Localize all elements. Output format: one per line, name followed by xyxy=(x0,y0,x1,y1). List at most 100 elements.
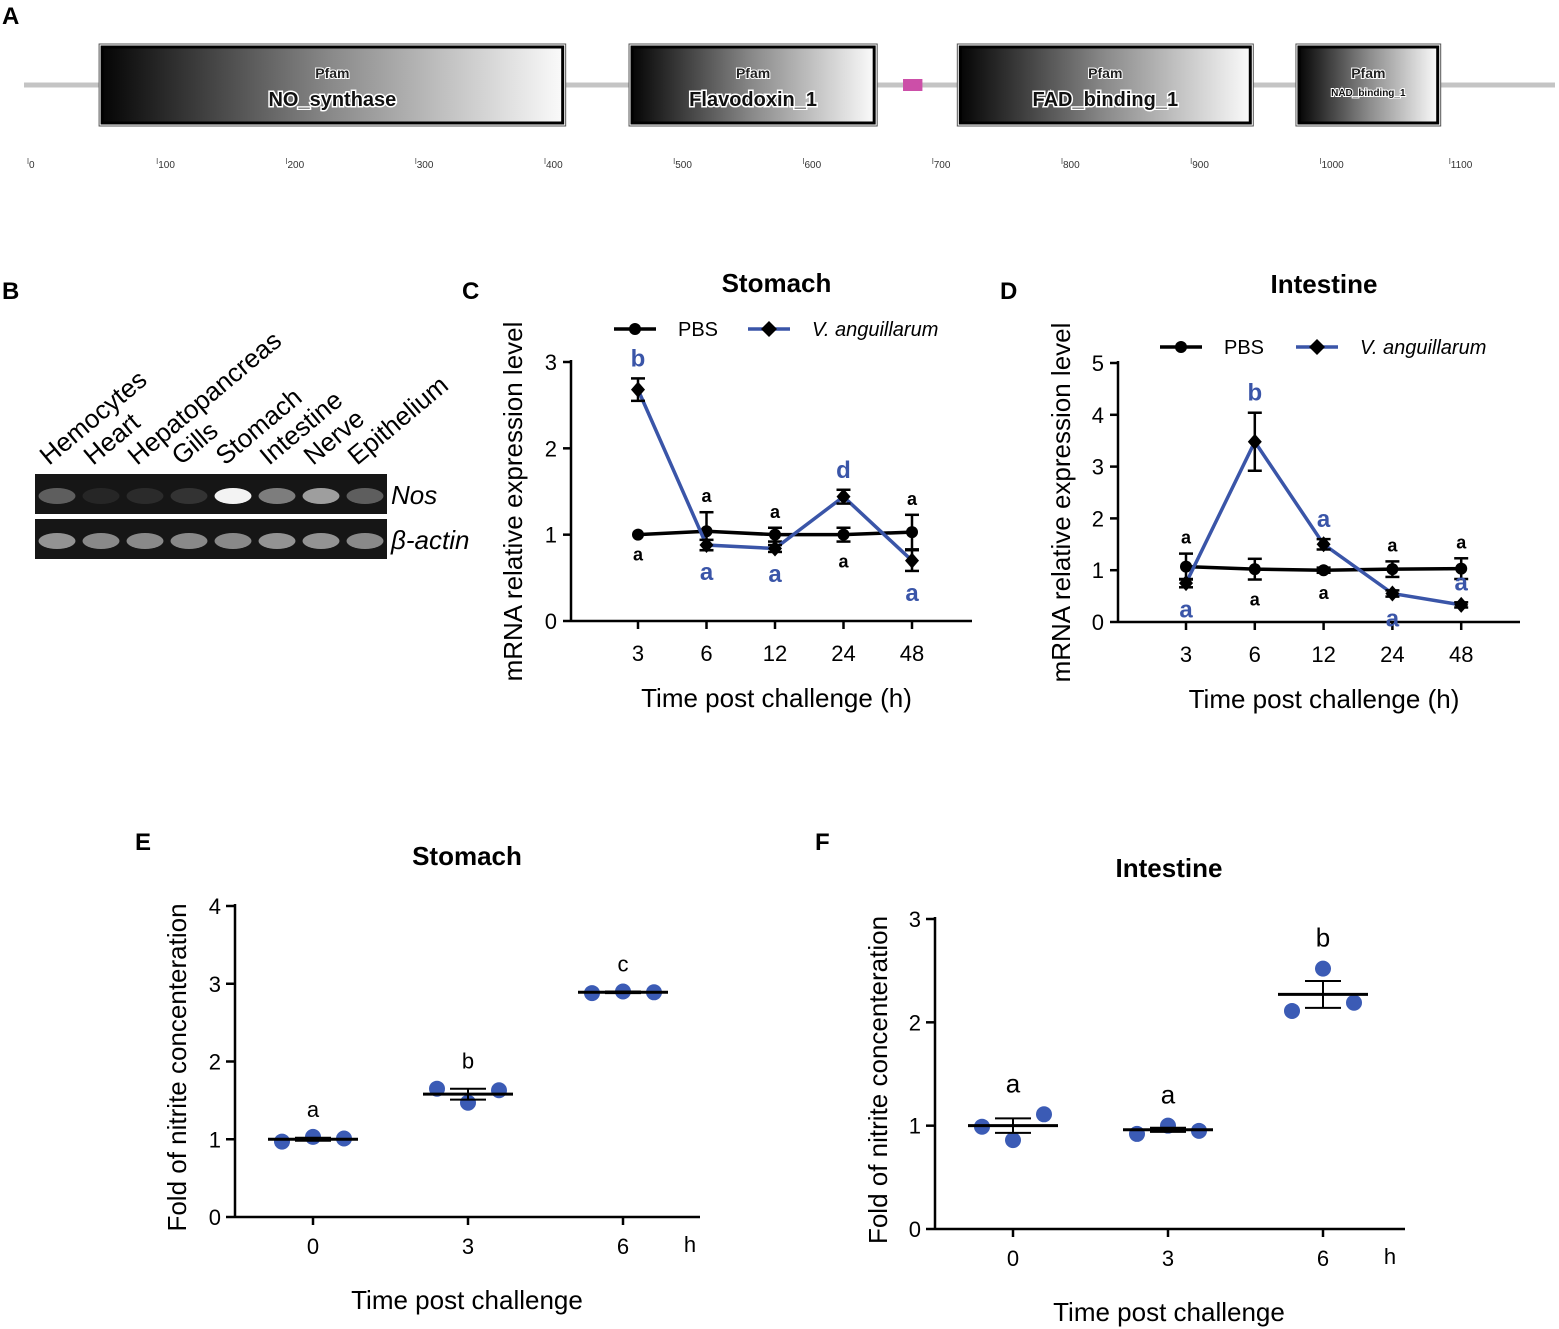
group-6h: b xyxy=(1278,923,1368,1019)
domain-no-synthase: Pfam NO_synthase xyxy=(98,43,567,127)
significance-label: d xyxy=(836,457,851,484)
ruler-label: 600 xyxy=(805,160,822,171)
significance-label: a xyxy=(1387,535,1398,555)
y-tick-label: 5 xyxy=(1092,351,1104,376)
chart-e-stomach-nitrite: Stomach 0 1 2 3 4 0 3 6 h Time post challenge Fold … xyxy=(162,841,700,1315)
y-axis-label: Fold of nitrite concenteration xyxy=(162,903,192,1231)
motif-marker xyxy=(903,79,923,91)
gel-band xyxy=(38,488,76,504)
x-tick-label: 48 xyxy=(1449,642,1473,667)
legend-label: V. anguillarum xyxy=(1360,337,1486,359)
legend-marker xyxy=(1309,339,1325,355)
y-tick-label: 0 xyxy=(1092,610,1104,635)
ruler-label: 900 xyxy=(1192,160,1209,171)
x-unit-label: h xyxy=(684,1232,696,1257)
series-v-anguillarum: b a a d a xyxy=(631,345,920,607)
legend-marker xyxy=(1175,341,1187,353)
domain-box xyxy=(958,45,1252,125)
data-point xyxy=(769,528,781,541)
gel-band xyxy=(38,533,76,549)
data-point xyxy=(274,1133,290,1150)
domain-tag: Pfam xyxy=(1351,65,1385,81)
ruler-label: 800 xyxy=(1063,160,1080,171)
group-0h: a xyxy=(968,1068,1058,1149)
significance-label: b xyxy=(631,345,646,372)
significance-label: c xyxy=(618,952,629,977)
panel-letter-e: E xyxy=(135,829,151,856)
significance-label: a xyxy=(1250,590,1261,610)
data-point xyxy=(1180,560,1192,573)
rt-pcr-gel: HemocytesHeartHepatopancreasGillsStomach… xyxy=(34,325,469,559)
y-tick-label: 2 xyxy=(209,1050,221,1075)
gel-band xyxy=(346,488,384,504)
ruler-label: 300 xyxy=(417,160,434,171)
x-tick-label: 24 xyxy=(831,641,855,666)
y-tick-label: 2 xyxy=(545,436,557,461)
data-point xyxy=(699,537,714,554)
gel-band xyxy=(170,533,208,549)
ruler-label: 1100 xyxy=(1451,160,1473,171)
ruler-label: 700 xyxy=(934,160,951,171)
significance-label: b xyxy=(462,1049,474,1074)
gel-band xyxy=(214,488,252,504)
significance-label: a xyxy=(1161,1080,1176,1110)
x-tick-label: 0 xyxy=(1007,1246,1019,1271)
chart-title: Stomach xyxy=(412,841,522,871)
panel-letter-b: B xyxy=(2,278,19,305)
y-tick-label: 1 xyxy=(909,1114,921,1139)
domain-flavodoxin-1: Pfam Flavodoxin_1 xyxy=(628,43,878,127)
domain-box xyxy=(100,45,565,125)
series-pbs: a a a a a xyxy=(632,486,919,572)
group-3h: a xyxy=(1123,1080,1213,1142)
x-tick-label: 3 xyxy=(1162,1246,1174,1271)
ruler-label: 400 xyxy=(546,160,563,171)
domain-tag: Pfam xyxy=(1088,65,1122,81)
panel-letter-d: D xyxy=(1000,278,1017,305)
y-tick-label: 1 xyxy=(209,1127,221,1152)
data-point xyxy=(1036,1106,1052,1123)
chart-title: Intestine xyxy=(1116,853,1223,883)
ruler-label: 1000 xyxy=(1322,160,1345,171)
data-point xyxy=(1454,596,1469,613)
data-point xyxy=(1346,994,1362,1011)
data-point xyxy=(905,552,919,569)
y-tick-label: 3 xyxy=(545,350,557,375)
chart-f-intestine-nitrite: Intestine 0 1 2 3 0 3 6 h Time post challenge Fold… xyxy=(863,853,1405,1327)
y-tick-label: 4 xyxy=(209,894,221,919)
ruler-label: 500 xyxy=(675,160,692,171)
domain-name: FAD_binding_1 xyxy=(1033,89,1179,111)
y-axis-label: mRNA relative expression level xyxy=(498,322,528,682)
data-point xyxy=(1385,585,1400,602)
x-unit-label: h xyxy=(1384,1244,1396,1269)
y-tick-label: 2 xyxy=(909,1010,921,1035)
data-point xyxy=(1284,1002,1300,1019)
data-point xyxy=(631,381,645,398)
ruler-label: 100 xyxy=(158,160,175,171)
y-tick-label: 3 xyxy=(909,907,921,932)
significance-label: a xyxy=(1386,606,1400,633)
y-axis-label: Fold of nitrite concenteration xyxy=(863,916,893,1244)
x-tick-label: 6 xyxy=(1317,1246,1329,1271)
chart-title: Intestine xyxy=(1271,269,1378,299)
significance-label: a xyxy=(907,489,918,509)
domain-architecture: 0 100 200 300 400 500 600 700 800 900 1000 1100 Pfam… xyxy=(24,43,1555,171)
ruler-label: 0 xyxy=(29,160,35,171)
significance-label: a xyxy=(1455,569,1469,596)
data-point xyxy=(906,526,918,539)
legend-marker xyxy=(761,321,777,337)
y-tick-label: 0 xyxy=(909,1217,921,1242)
y-tick-label: 4 xyxy=(1092,403,1104,428)
legend-label: V. anguillarum xyxy=(812,319,938,341)
data-point xyxy=(1315,960,1331,977)
group-0h: a xyxy=(268,1097,358,1150)
gel-band xyxy=(302,533,340,549)
significance-label: a xyxy=(1456,532,1467,552)
significance-label: a xyxy=(307,1097,320,1122)
domain-fad-binding-1: Pfam FAD_binding_1 xyxy=(956,43,1254,127)
domain-tag: Pfam xyxy=(736,65,770,81)
data-point xyxy=(836,488,851,505)
domain-name: Flavodoxin_1 xyxy=(689,89,817,111)
panel-letter-f: F xyxy=(815,829,830,856)
group-6h: c xyxy=(578,952,668,1002)
significance-label: a xyxy=(1319,583,1330,603)
